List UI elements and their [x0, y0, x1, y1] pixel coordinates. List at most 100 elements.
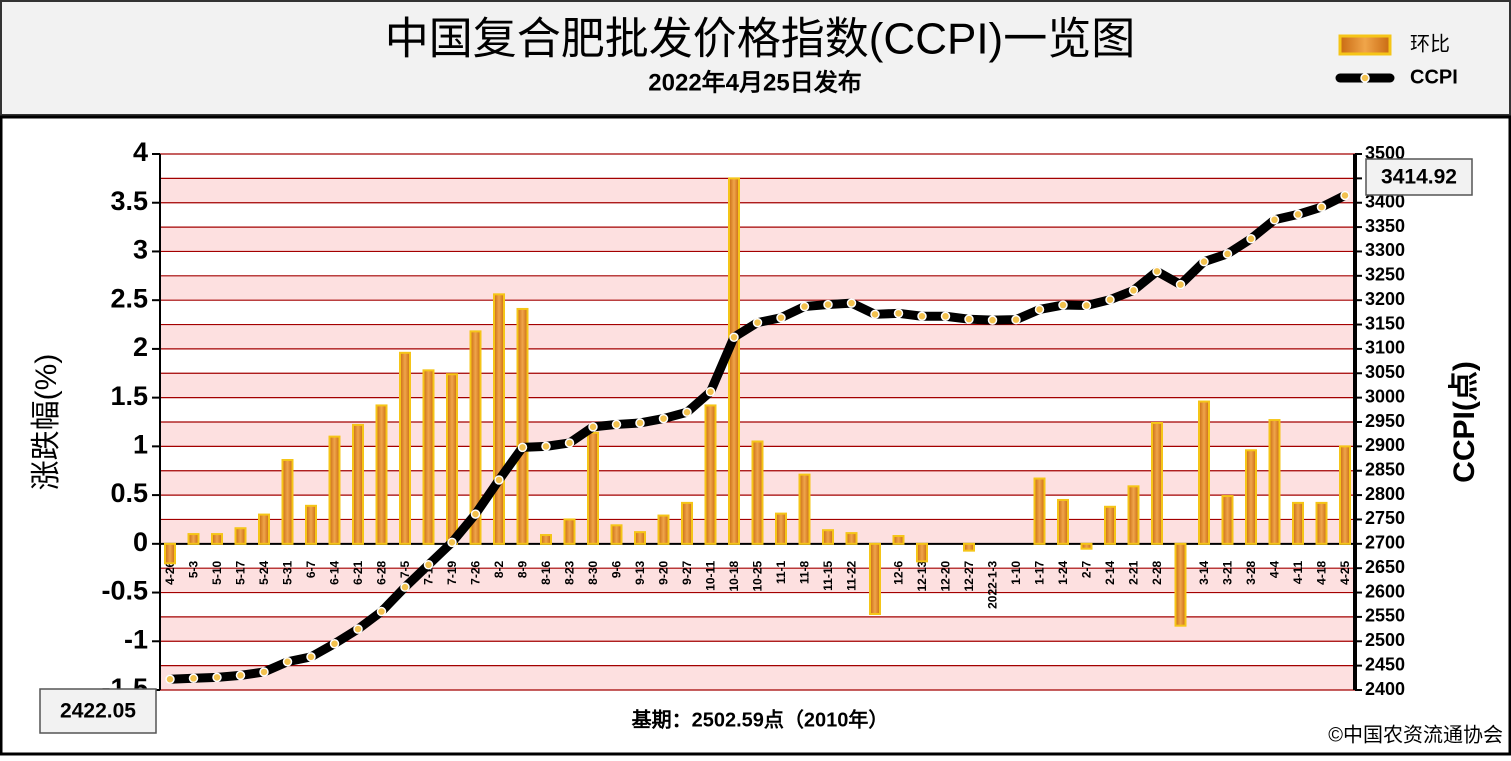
x-tick-label: 7-5 [398, 560, 412, 578]
line-marker [893, 308, 904, 319]
legend-swatch-marker [1360, 73, 1370, 83]
x-tick-label: 11-15 [821, 560, 835, 590]
bar [493, 293, 505, 545]
grid-band [160, 227, 1355, 252]
line-marker [1058, 300, 1068, 310]
y-axis-label: 涨跌幅(%) [30, 354, 63, 491]
x-tick-label: 2-7 [1080, 560, 1094, 578]
y2-tick-label: 2900 [1365, 435, 1405, 455]
value-label: 2422.05 [60, 700, 136, 723]
x-tick-label: 8-30 [586, 561, 600, 585]
x-tick-label: 9-27 [680, 561, 694, 585]
bar [446, 373, 458, 545]
bar [1315, 501, 1328, 545]
bar [1151, 421, 1163, 545]
bar [1198, 400, 1210, 545]
y2-tick-label: 2500 [1365, 630, 1405, 650]
bar [916, 542, 928, 563]
x-tick-label: 1-17 [1033, 561, 1047, 585]
line-marker [682, 407, 692, 418]
bar [563, 518, 576, 545]
x-tick-label: 2-14 [1103, 561, 1117, 585]
bar [352, 423, 364, 545]
x-tick-label: 8-16 [539, 561, 553, 585]
x-tick-label: 3-21 [1221, 561, 1235, 585]
y-tick-label: 1 [133, 429, 148, 459]
line-marker [1246, 234, 1256, 244]
bar [375, 404, 388, 545]
line-marker [987, 315, 998, 325]
legend-label: CCPI [1410, 66, 1458, 88]
x-tick-label: 3-14 [1197, 561, 1211, 585]
bar [587, 431, 599, 545]
bar [1268, 419, 1281, 545]
y-tick-label: 1.5 [110, 381, 148, 411]
y-tick-label: -0.5 [101, 576, 148, 606]
grid-band [160, 665, 1355, 690]
bar [1339, 445, 1351, 545]
source: ©中国农资流通协会 [1328, 723, 1503, 746]
y2-tick-label: 3250 [1365, 265, 1405, 285]
bar [634, 531, 646, 545]
line-marker [1269, 215, 1280, 225]
y2-tick-label: 2850 [1365, 459, 1405, 479]
x-tick-label: 11-22 [845, 560, 859, 590]
x-tick-label: 12-27 [962, 561, 976, 592]
line-marker [1199, 256, 1209, 267]
x-tick-label: 5-31 [281, 561, 295, 585]
line-marker [329, 638, 340, 649]
x-tick-label: 6-28 [375, 561, 389, 585]
y-tick-label: 3 [133, 235, 148, 265]
y2-tick-label: 2450 [1365, 654, 1405, 674]
y-tick-label: 0 [133, 527, 148, 557]
line-marker [1152, 266, 1162, 277]
y2-tick-label: 3500 [1365, 143, 1405, 163]
line-marker [1222, 249, 1233, 259]
y2-tick-label: 3050 [1365, 362, 1405, 382]
base-note: 基期：2502.59点（2010年） [632, 707, 889, 731]
line-marker [823, 299, 833, 310]
line-marker [799, 301, 810, 312]
bar [422, 369, 435, 545]
bar [751, 440, 764, 545]
line-marker [870, 309, 880, 320]
chart-subtitle: 2022年4月25日发布 [648, 68, 861, 96]
line-marker [729, 332, 739, 342]
line-marker [376, 606, 387, 617]
line-marker [940, 311, 951, 322]
bar [1127, 485, 1140, 545]
line-marker [235, 670, 246, 681]
line-marker [964, 314, 974, 324]
bar [234, 527, 247, 545]
y2-tick-label: 2400 [1365, 679, 1405, 699]
y2-tick-label: 3350 [1365, 216, 1405, 236]
x-tick-label: 1-10 [1009, 561, 1023, 585]
x-tick-label: 10-25 [751, 561, 765, 592]
line-marker [705, 387, 716, 397]
y-tick-label: 3.5 [110, 186, 148, 216]
x-tick-label: 6-14 [328, 561, 342, 585]
x-tick-label: 4-11 [1291, 560, 1305, 584]
bar [963, 542, 975, 552]
y-tick-label: 2.5 [110, 283, 148, 313]
y2-tick-label: 3100 [1365, 338, 1405, 358]
x-tick-label: 4-26 [163, 561, 177, 585]
line-marker [447, 537, 457, 548]
line-marker [1105, 294, 1115, 305]
x-tick-label: 11-1 [774, 560, 788, 584]
x-tick-label: 2022-1-3 [986, 561, 1000, 609]
bar [728, 177, 740, 545]
bar [305, 504, 317, 545]
value-label-box [39, 688, 157, 734]
bar [845, 532, 858, 545]
x-tick-label: 11-8 [798, 560, 812, 584]
value-label: 3414.92 [1381, 166, 1457, 189]
bar [1033, 477, 1046, 545]
grid-band [160, 568, 1355, 593]
y-tick-label: -1 [124, 624, 148, 654]
y2-tick-label: 2700 [1365, 533, 1405, 553]
y-tick-label: 4 [133, 137, 148, 167]
x-tick-label: 4-18 [1315, 561, 1329, 585]
y2-tick-label: 2600 [1365, 581, 1405, 601]
line-marker [1034, 304, 1045, 315]
